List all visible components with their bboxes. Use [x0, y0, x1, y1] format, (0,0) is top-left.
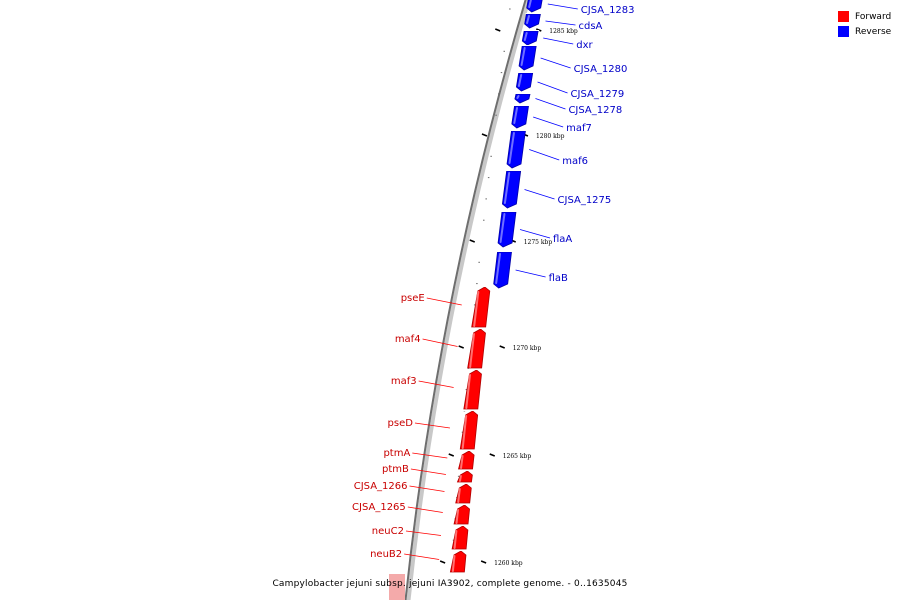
label-leader	[422, 338, 458, 347]
legend-reverse: Reverse	[838, 24, 891, 39]
label-leader	[426, 297, 462, 306]
label-leader	[519, 229, 551, 239]
gene-arrow-maf7[interactable]	[511, 105, 529, 129]
gene-label-CJSA_1280: CJSA_1280	[574, 64, 628, 75]
major-tick	[448, 453, 455, 457]
tick-label: 1285 kbp	[549, 28, 578, 35]
major-tick	[469, 239, 476, 243]
major-ticks: 1285 kbp 1280 kbp 1275 kbp 1270 kbp 1265 kbp…	[439, 28, 578, 567]
gene-label-cdsA: cdsA	[578, 21, 602, 32]
gene-label-CJSA_1275: CJSA_1275	[558, 195, 612, 206]
legend-forward-label: Forward	[855, 11, 892, 22]
gene-highlight	[523, 32, 528, 41]
gene-label-CJSA_1265: CJSA_1265	[352, 502, 406, 513]
gene-label-pseD: pseD	[388, 418, 414, 429]
gene-highlight	[516, 95, 520, 99]
label-leader	[409, 485, 445, 492]
legend-forward: Forward	[838, 9, 891, 24]
major-tick	[481, 133, 488, 137]
gene-highlight	[517, 74, 523, 87]
tick-label: 1275 kbp	[524, 239, 553, 246]
label-leader	[533, 116, 564, 128]
major-tick	[489, 453, 496, 457]
gene-highlight	[526, 15, 530, 24]
gene-highlight	[469, 333, 475, 368]
gene-label-ptmB: ptmB	[382, 464, 409, 475]
tick-label: 1270 kbp	[513, 345, 542, 352]
gene-label-maf4: maf4	[395, 334, 421, 345]
gene-highlight	[451, 555, 456, 572]
gene-highlight	[499, 213, 506, 243]
gene-highlight	[453, 530, 458, 549]
gene-highlight	[495, 253, 502, 284]
gene-label-flaB: flaB	[549, 273, 568, 284]
gene-highlight	[528, 0, 532, 8]
gene-label-maf3: maf3	[391, 376, 417, 387]
label-leader	[545, 20, 576, 26]
gene-highlight	[457, 488, 461, 503]
major-tick	[499, 345, 506, 349]
gene-label-CJSA_1266: CJSA_1266	[354, 481, 408, 492]
legend: Forward Reverse	[838, 9, 891, 39]
gene-highlight	[455, 509, 460, 524]
gene-label-neuB2: neuB2	[370, 549, 402, 560]
gene-labels: CJSA_1283 cdsA dxr CJSA_1280 CJSA_1279 CJSA_1…	[352, 3, 635, 560]
label-leader	[547, 3, 578, 10]
label-leader	[537, 81, 568, 94]
gene-label-dxr: dxr	[576, 40, 593, 51]
tick-label: 1280 kbp	[536, 133, 565, 140]
label-leader	[524, 189, 555, 200]
major-tick	[439, 560, 446, 564]
gene-highlight	[460, 455, 464, 469]
backbone-shadow	[406, 0, 531, 600]
major-tick	[458, 345, 465, 349]
gene-label-maf7: maf7	[566, 123, 592, 134]
backbone	[404, 0, 527, 600]
gene-highlight	[465, 374, 471, 409]
label-leader	[404, 553, 440, 560]
gene-label-neuC2: neuC2	[372, 526, 404, 537]
tick-label: 1260 kbp	[494, 560, 523, 567]
forward-swatch	[838, 11, 849, 22]
gene-highlight	[458, 475, 462, 482]
label-leader	[412, 452, 448, 459]
gene-highlight	[513, 107, 519, 124]
gene-label-CJSA_1278: CJSA_1278	[568, 105, 622, 116]
gene-highlight	[503, 172, 511, 204]
reverse-swatch	[838, 26, 849, 37]
gene-arrow-CJSA_1280[interactable]	[518, 45, 537, 71]
gene-highlight	[508, 132, 515, 164]
gene-label-CJSA_1279: CJSA_1279	[571, 89, 625, 100]
gene-label-pseE: pseE	[401, 293, 425, 304]
major-tick	[480, 560, 487, 564]
genome-caption: Campylobacter jejuni subsp. jejuni IA390…	[272, 579, 628, 589]
gene-label-CJSA_1283: CJSA_1283	[581, 5, 635, 16]
gene-features	[389, 0, 543, 600]
label-leader	[407, 506, 443, 513]
gene-highlight	[473, 291, 480, 327]
gene-highlight	[520, 47, 526, 66]
major-tick	[494, 28, 501, 32]
label-leader	[410, 468, 446, 475]
legend-reverse-label: Reverse	[855, 26, 892, 37]
label-leader	[543, 37, 574, 45]
label-leader	[414, 422, 451, 429]
label-leader	[529, 149, 560, 161]
gene-highlight	[461, 415, 468, 449]
label-leader	[418, 380, 454, 388]
gene-fragment-bottom	[389, 574, 405, 600]
label-leader	[535, 98, 566, 110]
gene-label-flaA: flaA	[553, 234, 572, 245]
label-leader	[540, 57, 571, 69]
gene-label-ptmA: ptmA	[383, 448, 410, 459]
gene-label-maf6: maf6	[562, 156, 588, 167]
tick-label: 1265 kbp	[503, 453, 532, 460]
label-leader	[515, 269, 546, 278]
label-leader	[405, 530, 442, 536]
